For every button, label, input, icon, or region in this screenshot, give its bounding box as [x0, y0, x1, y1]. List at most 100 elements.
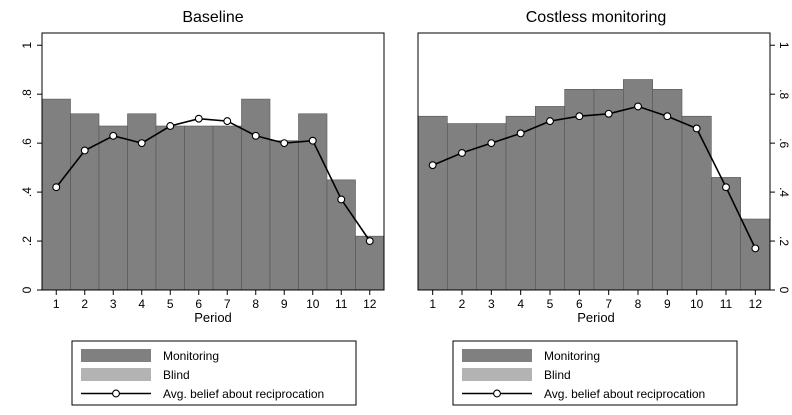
belief-line: [55, 117, 371, 242]
chart-title: Costless monitoring: [526, 9, 667, 26]
bar-monitoring-period-8: [623, 79, 653, 291]
x-tick-label: 2: [81, 297, 88, 311]
x-axis-label: Period: [194, 310, 232, 325]
belief-marker-period-10: [308, 136, 317, 145]
bar-monitoring-period-6: [184, 125, 214, 291]
belief-marker-period-1: [52, 183, 61, 192]
x-tick-label: 7: [605, 297, 612, 311]
x-tick-label: 3: [488, 297, 495, 311]
x-tick-label: 7: [224, 297, 231, 311]
belief-marker-period-12: [365, 237, 374, 245]
belief-marker-period-8: [634, 102, 642, 111]
belief-marker-period-11: [722, 183, 730, 192]
legend-label: Avg. belief about reciprocation: [544, 387, 705, 401]
belief-marker-period-7: [604, 109, 613, 118]
bar-monitoring-period-5: [155, 125, 185, 291]
legend: Monitoring Blind Avg. belief about recipro…: [71, 340, 357, 406]
legend-key-belief-marker: [112, 389, 120, 398]
y-axis: 0 .2 .4 .6 .8 1: [770, 42, 791, 294]
x-tick-label: 10: [306, 297, 320, 311]
belief-marker-period-4: [516, 129, 525, 138]
belief-marker-period-1: [428, 161, 437, 170]
belief-marker-period-2: [458, 148, 466, 157]
x-tick-label: 4: [138, 297, 145, 311]
y-tick-label: .2: [777, 236, 791, 246]
x-tick-label: 9: [664, 297, 671, 311]
belief-marker-period-8: [251, 131, 260, 140]
x-tick-label: 6: [195, 297, 202, 311]
x-tick-label: 11: [720, 297, 733, 311]
bar-monitoring-period-1: [417, 115, 448, 291]
legend-label: Blind: [163, 368, 190, 382]
y-tick-label: .4: [20, 187, 34, 197]
bar-monitoring-period-6: [564, 88, 595, 291]
belief-marker-period-6: [194, 114, 203, 123]
belief-marker-period-11: [337, 195, 346, 204]
y-tick-label: .2: [20, 236, 34, 246]
x-tick-label: 4: [517, 297, 524, 311]
bar-monitoring-period-12: [740, 218, 771, 291]
belief-marker-period-3: [109, 131, 118, 140]
x-tick-label: 1: [429, 297, 436, 311]
y-tick-label: .4: [777, 187, 791, 197]
x-axis-label: Period: [577, 310, 615, 325]
belief-marker-period-6: [575, 112, 584, 121]
y-tick-label: 0: [20, 286, 34, 293]
x-tick-label: 10: [690, 297, 704, 311]
x-tick-label: 8: [252, 297, 259, 311]
x-tick-label: 12: [363, 297, 377, 311]
y-tick-label: 0: [777, 287, 791, 294]
belief-marker-period-5: [166, 122, 175, 130]
y-axis: 0 .2 .4 .6 .8 1: [20, 42, 42, 293]
x-tick-label: 2: [459, 297, 466, 311]
x-tick-label: 9: [281, 297, 288, 311]
line-series-belief: [52, 114, 374, 245]
legend: Monitoring Blind Avg. belief about recipro…: [452, 340, 738, 406]
legend-key-monitoring: [81, 349, 151, 362]
legend-label: Blind: [544, 368, 571, 382]
bar-monitoring-period-9: [269, 140, 299, 291]
belief-marker-period-3: [487, 139, 496, 148]
legend-key-blind: [462, 368, 532, 381]
belief-marker-period-5: [546, 117, 554, 126]
chart-title: Baseline: [182, 9, 243, 26]
legend-key-belief-marker: [493, 389, 501, 398]
bar-monitoring-period-3: [98, 125, 128, 291]
bar-monitoring-period-8: [241, 98, 271, 291]
bar-monitoring-period-1: [41, 98, 71, 291]
bar-monitoring-period-2: [70, 113, 100, 291]
x-tick-label: 8: [635, 297, 642, 311]
belief-marker-period-9: [663, 112, 672, 121]
plot-frame: [417, 32, 771, 291]
line-series-belief: [428, 102, 760, 253]
legend-key-monitoring: [462, 349, 532, 362]
bar-monitoring-period-12: [355, 235, 385, 291]
belief-marker-period-4: [137, 139, 146, 148]
y-tick-label: .6: [777, 138, 791, 148]
bar-monitoring-period-5: [535, 106, 565, 291]
bar-monitoring-period-10: [681, 115, 712, 291]
legend-label: Avg. belief about reciprocation: [163, 387, 324, 401]
bar-monitoring-period-4: [505, 115, 536, 291]
legend-label: Monitoring: [544, 349, 600, 363]
x-tick-label: 1: [53, 297, 60, 311]
bar-monitoring-period-11: [711, 177, 741, 291]
belief-line: [432, 105, 757, 249]
belief-marker-period-12: [751, 244, 760, 253]
belief-marker-period-7: [223, 117, 232, 126]
y-tick-label: .8: [20, 89, 34, 99]
y-tick-label: .6: [20, 138, 34, 148]
bar-series-monitoring: [417, 79, 771, 291]
x-tick-label: 3: [110, 297, 117, 311]
plot-frame: [41, 32, 385, 291]
legend-key-blind: [81, 368, 151, 381]
x-tick-label: 5: [547, 297, 554, 311]
y-tick-label: .8: [777, 89, 791, 99]
belief-marker-period-9: [280, 139, 289, 148]
bar-monitoring-period-7: [593, 88, 624, 291]
bar-monitoring-period-2: [447, 123, 477, 291]
x-tick-label: 6: [576, 297, 583, 311]
x-tick-label: 11: [335, 297, 348, 311]
